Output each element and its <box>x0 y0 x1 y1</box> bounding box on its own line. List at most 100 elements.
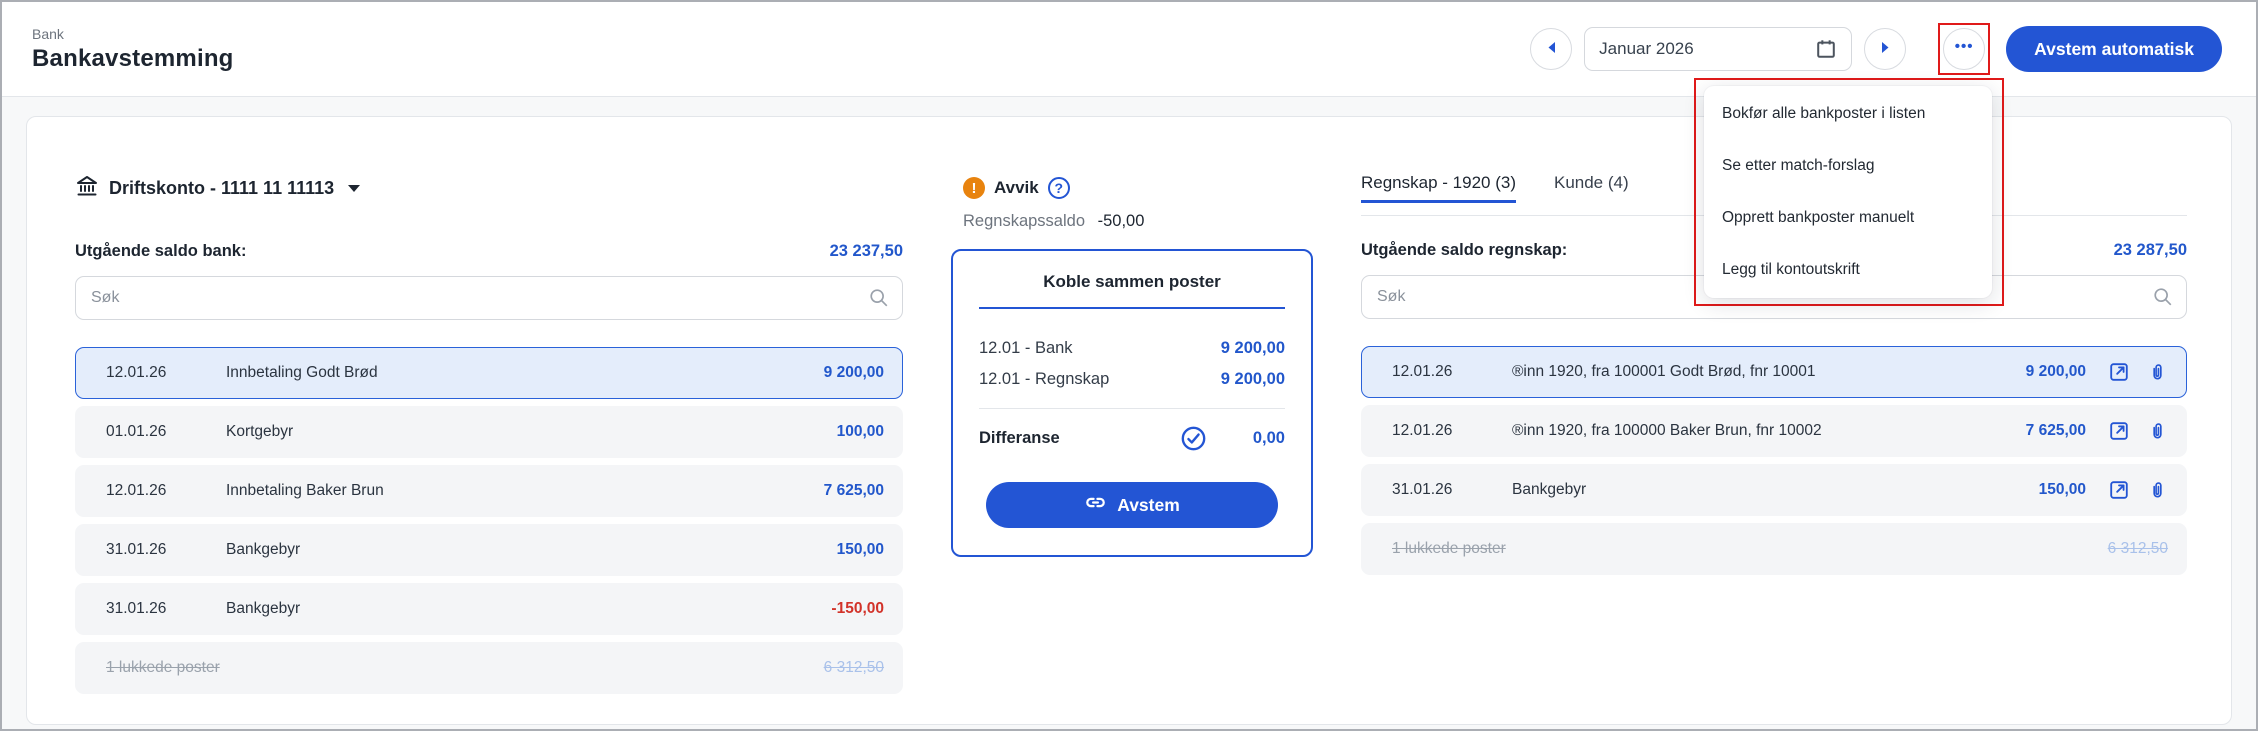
chevron-right-icon <box>1880 41 1891 57</box>
paperclip-icon[interactable] <box>2147 362 2168 383</box>
external-link-icon[interactable] <box>2108 479 2130 501</box>
dropdown-highlight-annotation: Bokfør alle bankposter i listen Se etter… <box>1694 78 2004 306</box>
chevron-left-icon <box>1546 41 1557 57</box>
difference-value: 0,00 <box>1252 428 1285 447</box>
ledger-tabs: Regnskap - 1920 (3) Kunde (4) <box>1361 173 2187 203</box>
row-actions <box>2108 420 2168 442</box>
bank-balance-label: Utgående saldo bank: <box>75 242 247 260</box>
transaction-date: 12.01.26 <box>106 364 167 381</box>
ledger-transaction-row[interactable]: 12.01.26 ®inn 1920, fra 100001 Godt Brød… <box>1361 346 2187 398</box>
next-period-button[interactable] <box>1864 28 1907 70</box>
match-entry-row: 12.01 - Bank 9 200,00 <box>979 333 1285 364</box>
transaction-date: 01.01.26 <box>106 423 167 440</box>
ledger-balance-value: 23 287,50 <box>2113 241 2187 259</box>
difference-label: Differanse <box>979 428 1060 447</box>
help-icon[interactable]: ? <box>1047 177 1070 199</box>
page-title: Bankavstemming <box>32 44 234 72</box>
entries-divider <box>979 408 1285 409</box>
transaction-amount: -150,00 <box>831 600 884 617</box>
match-entry-label: 12.01 - Regnskap <box>979 370 1110 388</box>
transaction-amount: 9 200,00 <box>2025 363 2086 380</box>
transaction-description: Kortgebyr <box>226 423 294 440</box>
ellipsis-icon: ••• <box>1954 37 1974 55</box>
reconcile-button[interactable]: Avstem <box>986 482 1278 528</box>
title-divider <box>979 307 1285 309</box>
row-actions <box>2108 479 2168 501</box>
paperclip-icon[interactable] <box>2147 480 2168 501</box>
menu-item-opprett-bankposter[interactable]: Opprett bankposter manuelt <box>1722 209 1915 226</box>
transaction-date: 31.01.26 <box>1392 481 1453 498</box>
match-entry-amount: 9 200,00 <box>1220 370 1285 388</box>
transaction-date: 12.01.26 <box>1392 363 1453 380</box>
check-circle-icon <box>1180 425 1207 452</box>
more-actions-menu: Bokfør alle bankposter i listen Se etter… <box>1704 86 1992 298</box>
paperclip-icon[interactable] <box>2147 421 2168 442</box>
bank-closed-posts-row[interactable]: 1 lukkede poster 6 312,50 <box>75 642 903 694</box>
previous-period-button[interactable] <box>1530 28 1573 70</box>
ledger-panel: Regnskap - 1920 (3) Kunde (4) Utgående s… <box>1361 173 2187 724</box>
menu-item-bokfor[interactable]: Bokfør alle bankposter i listen <box>1722 105 1926 122</box>
closed-posts-amount: 6 312,50 <box>823 659 884 676</box>
match-entry-amount: 9 200,00 <box>1220 339 1285 357</box>
bank-balance-value: 23 237,50 <box>829 242 903 260</box>
transaction-amount: 9 200,00 <box>823 364 884 381</box>
header-actions: Januar 2026 ••• Avstem automatisk <box>1530 23 2222 75</box>
ledger-balance-row: Utgående saldo regnskap: 23 287,50 <box>1361 241 2187 260</box>
account-name: Driftskonto - 1111 11 11113 <box>109 177 335 198</box>
menu-item-match-forslag[interactable]: Se etter match-forslag <box>1722 157 1875 174</box>
closed-posts-label: 1 lukkede poster <box>106 659 220 676</box>
caret-down-icon <box>348 184 361 192</box>
auto-reconcile-button[interactable]: Avstem automatisk <box>2006 26 2222 72</box>
row-actions <box>2108 361 2168 383</box>
warning-icon: ! <box>963 177 985 199</box>
deviation-label: Avvik <box>994 178 1039 197</box>
ledger-balance-inline-value: -50,00 <box>1097 212 1145 230</box>
transaction-date: 12.01.26 <box>106 482 167 499</box>
bank-search <box>75 276 903 320</box>
transaction-amount: 7 625,00 <box>2025 422 2086 439</box>
bank-transaction-row[interactable]: 01.01.26 Kortgebyr 100,00 <box>75 406 903 458</box>
tab-regnskap[interactable]: Regnskap - 1920 (3) <box>1361 173 1516 203</box>
title-block: Bank Bankavstemming <box>32 26 234 73</box>
transaction-description: Bankgebyr <box>226 600 301 617</box>
deviation-row: ! Avvik ? <box>951 173 1313 203</box>
ledger-balance-inline-label: Regnskapssaldo <box>963 212 1085 230</box>
closed-posts-amount: 6 312,50 <box>2107 540 2168 557</box>
account-selector[interactable]: Driftskonto - 1111 11 11113 <box>75 173 903 203</box>
match-entry-row: 12.01 - Regnskap 9 200,00 <box>979 364 1285 395</box>
ledger-closed-posts-row[interactable]: 1 lukkede poster 6 312,50 <box>1361 523 2187 575</box>
reconcile-button-label: Avstem <box>1117 494 1180 515</box>
external-link-icon[interactable] <box>2108 420 2130 442</box>
ellipsis-highlight-annotation: ••• <box>1938 23 1991 75</box>
transaction-date: 31.01.26 <box>106 541 167 558</box>
bank-transaction-list: 12.01.26 Innbetaling Godt Brød 9 200,00 … <box>75 347 903 694</box>
transaction-description: Bankgebyr <box>226 541 301 558</box>
tab-kunde[interactable]: Kunde (4) <box>1553 173 1629 192</box>
menu-item-legg-til-kontoutskrift[interactable]: Legg til kontoutskrift <box>1722 261 1860 278</box>
ledger-balance-label: Utgående saldo regnskap: <box>1361 241 1568 259</box>
ledger-transaction-row[interactable]: 31.01.26 Bankgebyr 150,00 <box>1361 464 2187 516</box>
transaction-date: 31.01.26 <box>106 600 167 617</box>
link-posts-card: Koble sammen poster 12.01 - Bank 9 200,0… <box>951 249 1313 557</box>
bank-transaction-row[interactable]: 31.01.26 Bankgebyr -150,00 <box>75 583 903 635</box>
period-date-field[interactable]: Januar 2026 <box>1584 27 1853 71</box>
ledger-transaction-list: 12.01.26 ®inn 1920, fra 100001 Godt Brød… <box>1361 346 2187 575</box>
breadcrumb: Bank <box>32 25 64 42</box>
ledger-transaction-row[interactable]: 12.01.26 ®inn 1920, fra 100000 Baker Bru… <box>1361 405 2187 457</box>
transaction-date: 12.01.26 <box>1392 422 1453 439</box>
bank-search-input[interactable] <box>75 276 903 320</box>
link-posts-title: Koble sammen poster <box>1043 272 1221 291</box>
transaction-description: Innbetaling Godt Brød <box>226 364 378 381</box>
transaction-description: ®inn 1920, fra 100001 Godt Brød, fnr 100… <box>1512 363 1816 380</box>
match-panel: ! Avvik ? Regnskapssaldo -50,00 Koble sa… <box>951 173 1313 724</box>
bank-transaction-row[interactable]: 31.01.26 Bankgebyr 150,00 <box>75 524 903 576</box>
closed-posts-label: 1 lukkede poster <box>1392 540 1506 557</box>
bank-balance-row: Utgående saldo bank: 23 237,50 <box>75 242 903 261</box>
more-actions-button[interactable]: ••• <box>1943 28 1986 70</box>
transaction-amount: 150,00 <box>2038 481 2086 498</box>
bank-transaction-row[interactable]: 12.01.26 Innbetaling Godt Brød 9 200,00 <box>75 347 903 399</box>
difference-row: Differanse 0,00 <box>979 421 1285 455</box>
bank-transaction-row[interactable]: 12.01.26 Innbetaling Baker Brun 7 625,00 <box>75 465 903 517</box>
external-link-icon[interactable] <box>2108 361 2130 383</box>
